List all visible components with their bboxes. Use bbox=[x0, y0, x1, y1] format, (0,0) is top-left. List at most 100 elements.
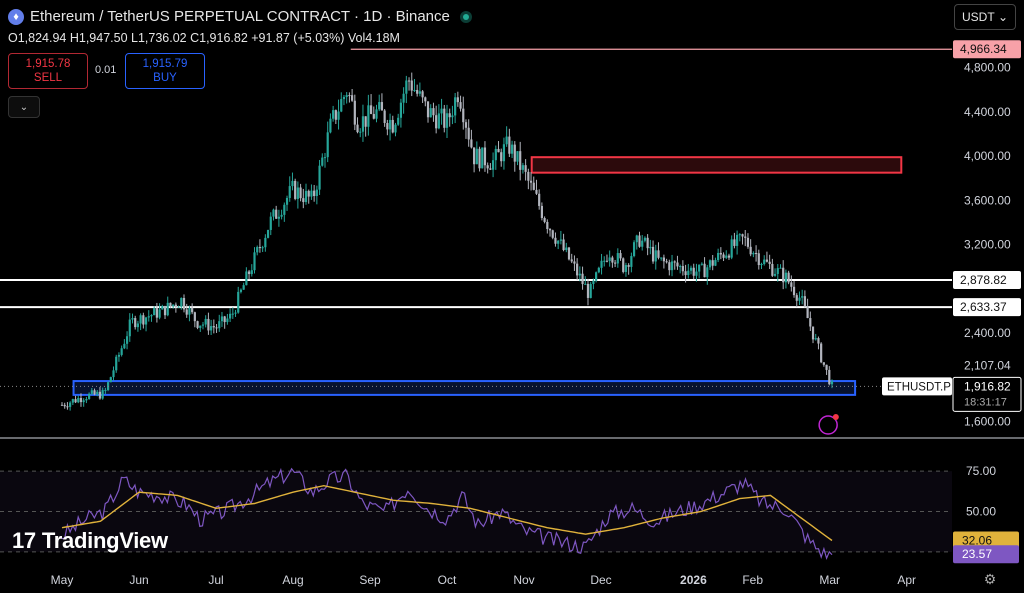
candle-body bbox=[570, 259, 573, 262]
candle-body bbox=[540, 205, 543, 219]
price-level-tag bbox=[953, 271, 1021, 290]
candle-body bbox=[253, 252, 256, 271]
candle-body bbox=[557, 240, 560, 244]
candle-body bbox=[684, 271, 687, 276]
time-axis-label: Nov bbox=[513, 573, 534, 587]
candle-body bbox=[746, 237, 750, 247]
candle-body bbox=[193, 312, 196, 322]
candle-body bbox=[638, 235, 641, 247]
price-level-text: 4,966.34 bbox=[960, 42, 1007, 56]
candle-body bbox=[134, 318, 137, 328]
candle-body bbox=[500, 152, 503, 162]
candle-body bbox=[245, 271, 248, 286]
candle-body bbox=[321, 157, 324, 166]
candle-body bbox=[215, 327, 218, 329]
candle-body bbox=[432, 108, 435, 116]
candle-body bbox=[302, 198, 305, 203]
candle-body bbox=[283, 204, 286, 215]
candle-body bbox=[128, 319, 131, 337]
candle-body bbox=[375, 109, 378, 119]
candle-body bbox=[752, 253, 755, 255]
candle-body bbox=[201, 324, 205, 326]
sell-button[interactable]: 1,915.78 SELL bbox=[8, 53, 88, 89]
candle-body bbox=[505, 136, 508, 145]
candle-body bbox=[161, 305, 164, 310]
price-level-tag bbox=[953, 40, 1021, 59]
candle-body bbox=[204, 318, 207, 325]
candle-body bbox=[256, 247, 259, 253]
candle-body bbox=[464, 122, 468, 128]
currency-selector[interactable]: USDT ⌄ bbox=[954, 4, 1016, 30]
candle-body bbox=[703, 263, 706, 278]
candle-body bbox=[551, 230, 554, 238]
candle-body bbox=[657, 250, 660, 258]
candle-body bbox=[820, 343, 823, 363]
candle-body bbox=[315, 189, 318, 197]
candle-body bbox=[348, 95, 351, 97]
candle-body bbox=[218, 321, 221, 329]
candle-body bbox=[150, 315, 153, 317]
candle-body bbox=[784, 272, 788, 283]
candle-body bbox=[754, 253, 758, 255]
candle-body bbox=[169, 302, 172, 307]
candle-body bbox=[120, 348, 123, 355]
candle-body bbox=[798, 297, 801, 301]
candle-body bbox=[388, 119, 392, 130]
chevron-down-icon: ⌄ bbox=[997, 10, 1008, 24]
candle-body bbox=[654, 250, 657, 262]
time-axis-label: Feb bbox=[742, 573, 763, 587]
price-level-tag bbox=[953, 298, 1021, 317]
candle-body bbox=[418, 91, 421, 94]
candle-body bbox=[535, 189, 538, 194]
candle-body bbox=[342, 96, 346, 100]
candle-body bbox=[112, 370, 115, 378]
candle-body bbox=[223, 316, 226, 323]
candle-body bbox=[237, 291, 240, 313]
candle-body bbox=[424, 97, 427, 102]
chevron-down-icon: ⌄ bbox=[19, 101, 29, 113]
candle-body bbox=[830, 381, 834, 385]
candle-body bbox=[708, 260, 712, 268]
candle-body bbox=[483, 147, 487, 166]
candle-body bbox=[356, 124, 359, 133]
candle-body bbox=[459, 102, 462, 109]
candle-body bbox=[687, 270, 690, 276]
candle-body bbox=[630, 256, 633, 267]
settings-gear-icon[interactable]: ⚙ bbox=[983, 571, 997, 587]
currency-label: USDT bbox=[962, 10, 995, 24]
candle-body bbox=[139, 315, 142, 324]
candle-body bbox=[711, 260, 714, 266]
candle-body bbox=[334, 110, 337, 120]
candle-body bbox=[77, 398, 80, 403]
candle-body bbox=[803, 296, 806, 306]
candle-body bbox=[329, 118, 332, 133]
candle-body bbox=[635, 235, 638, 243]
sell-price: 1,915.78 bbox=[25, 58, 71, 70]
candle-body bbox=[337, 111, 340, 120]
candle-body bbox=[486, 165, 489, 169]
candle-body bbox=[299, 187, 302, 199]
symbol-title[interactable]: Ethereum / TetherUS PERPETUAL CONTRACT ·… bbox=[30, 8, 450, 25]
candle-body bbox=[673, 261, 676, 263]
candle-body bbox=[288, 186, 291, 198]
buy-button[interactable]: 1,915.79 BUY bbox=[125, 53, 205, 89]
candle-body bbox=[586, 283, 590, 298]
candle-body bbox=[380, 102, 384, 111]
price-axis-label: 4,400.00 bbox=[964, 105, 1011, 119]
last-price-text: 1,916.82 bbox=[964, 379, 1011, 393]
candle-body bbox=[153, 308, 156, 316]
candle-body bbox=[670, 261, 674, 271]
candle-body bbox=[814, 338, 817, 340]
candle-body bbox=[310, 190, 313, 197]
candle-body bbox=[115, 356, 118, 371]
collapse-indicators-button[interactable]: ⌄ bbox=[8, 96, 40, 118]
rsi-ma-line bbox=[61, 484, 833, 542]
candle-body bbox=[372, 113, 375, 119]
candle-body bbox=[231, 313, 234, 315]
candle-body bbox=[662, 257, 666, 262]
candle-body bbox=[96, 391, 99, 395]
candle-body bbox=[736, 234, 739, 246]
price-axis-label: 2,107.04 bbox=[964, 358, 1011, 372]
candle-body bbox=[456, 97, 459, 103]
